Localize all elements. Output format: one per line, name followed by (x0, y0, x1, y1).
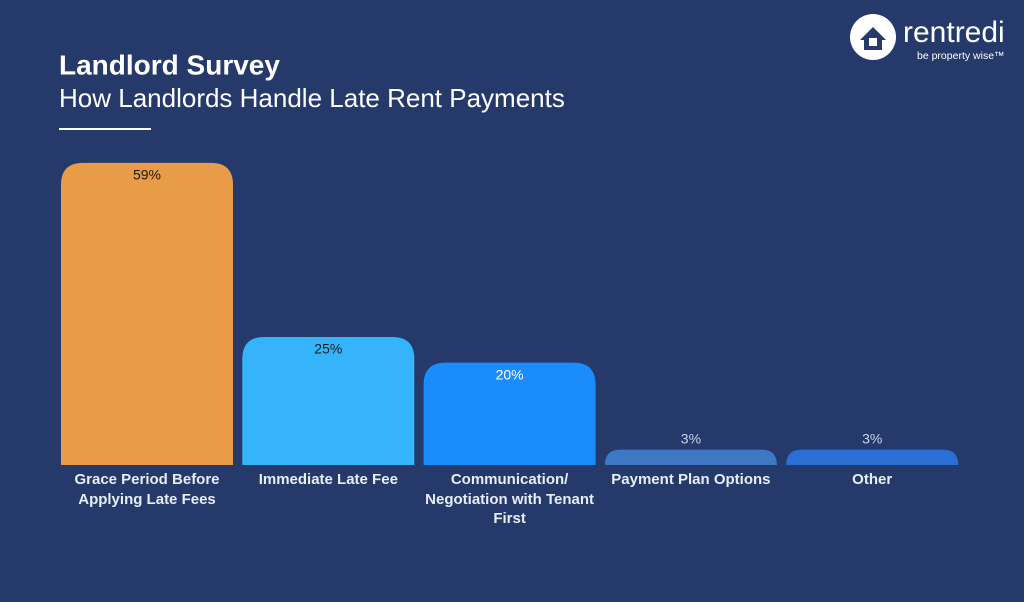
chart-title: Landlord Survey (59, 49, 280, 80)
bar (423, 362, 596, 465)
brand-name: rentredi (903, 16, 1005, 49)
bar (61, 162, 233, 466)
x-tick-label: Immediate Late Fee (258, 471, 398, 488)
value-label: 20% (496, 366, 524, 382)
bar (604, 449, 777, 465)
value-label: 3% (862, 430, 882, 446)
x-tick-label: Other (852, 471, 893, 488)
bar (786, 449, 959, 465)
brand-tagline: be property wise™ (917, 50, 1005, 62)
value-label: 59% (133, 167, 161, 183)
logo: rentredi be property wise™ (850, 14, 1005, 62)
logo-window (869, 38, 877, 46)
x-tick-label: Payment Plan Options (611, 471, 771, 488)
x-tick-label: Communication/ Negotiation with Tenant F… (425, 471, 595, 527)
value-label: 3% (681, 430, 701, 446)
chart-subtitle: How Landlords Handle Late Rent Payments (59, 83, 565, 113)
bar (242, 337, 415, 465)
value-label: 25% (314, 341, 342, 357)
x-tick-label: Grace Period Before Applying Late Fees (74, 471, 220, 508)
